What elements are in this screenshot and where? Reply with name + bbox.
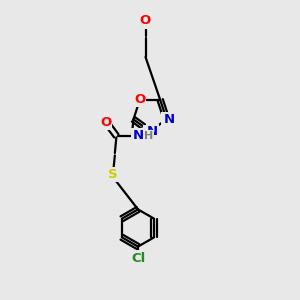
Text: N: N bbox=[132, 129, 143, 142]
Text: S: S bbox=[108, 168, 118, 181]
Text: O: O bbox=[134, 93, 146, 106]
Text: O: O bbox=[100, 116, 111, 129]
Text: N: N bbox=[164, 113, 175, 126]
Text: N: N bbox=[163, 113, 174, 126]
Text: O: O bbox=[140, 14, 151, 28]
Text: N: N bbox=[147, 125, 158, 138]
Text: Cl: Cl bbox=[131, 251, 145, 265]
Text: H: H bbox=[144, 131, 153, 141]
Text: N: N bbox=[144, 126, 156, 140]
